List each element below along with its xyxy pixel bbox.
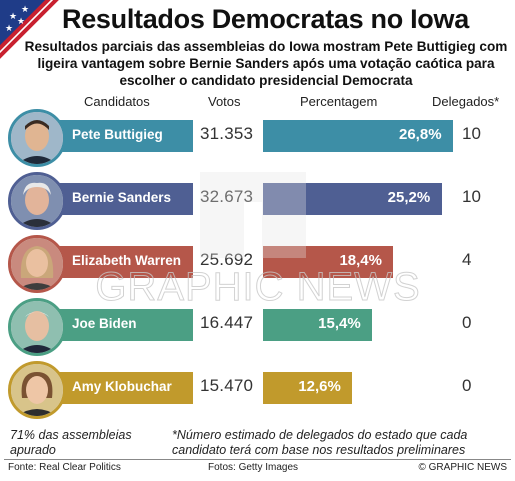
person-icon: [11, 175, 63, 227]
column-header-delegates: Delegados*: [432, 94, 500, 109]
candidate-photo: [8, 235, 66, 293]
delegates-value: 10: [462, 124, 481, 143]
person-icon: [11, 364, 63, 416]
candidate-name: Pete Buttigieg: [72, 127, 163, 142]
footer-source: Fonte: Real Clear Politics: [8, 462, 121, 473]
flag-corner-icon: ★ ★ ★ ★: [0, 0, 60, 60]
percentage-label: 15,4%: [318, 315, 361, 332]
candidate-photo: [8, 109, 66, 167]
votes-value: 16.447: [200, 313, 254, 332]
note-delegates: *Número estimado de delegados do estado …: [172, 428, 468, 457]
candidate-photo: [8, 298, 66, 356]
footer-credit: © GRAPHIC NEWS: [418, 462, 508, 473]
delegates-value: 4: [462, 250, 472, 269]
percentage-bar: [263, 309, 373, 341]
footer-photos: Fotos: Getty Images: [208, 462, 299, 473]
votes-value: 25.692: [200, 250, 254, 269]
candidate-name: Elizabeth Warren: [72, 253, 182, 268]
chart-title: Resultados Democratas no Iowa: [62, 4, 469, 34]
votes-value: 15.470: [200, 376, 254, 395]
column-header-percentage: Percentagem: [300, 94, 378, 109]
candidate-row: Elizabeth Warren 25.692 18,4% 4: [0, 235, 515, 295]
person-icon: [11, 301, 63, 353]
percentage-label: 26,8%: [399, 126, 442, 143]
percentage-bar: [263, 120, 453, 152]
svg-text:★: ★: [21, 5, 29, 15]
percentage-label: 25,2%: [387, 189, 431, 206]
candidate-row: Joe Biden 16.447 15,4% 0: [0, 298, 515, 358]
column-header-candidates: Candidatos: [84, 94, 150, 109]
candidate-row: Pete Buttigieg 31.353 26,8% 10: [0, 109, 515, 169]
svg-text:★: ★: [5, 24, 13, 34]
person-icon: [11, 112, 63, 164]
chart-subtitle: Resultados parciais das assembleias do I…: [24, 39, 508, 88]
person-icon: [11, 238, 63, 290]
percentage-bar: [263, 246, 394, 278]
votes-value: 31.353: [200, 124, 254, 143]
percentage-label: 12,6%: [298, 378, 341, 395]
votes-value: 32.673: [200, 187, 254, 206]
candidate-name: Amy Klobuchar: [72, 379, 172, 394]
column-header-votes: Votos: [208, 94, 241, 109]
candidate-name: Bernie Sanders: [72, 190, 172, 205]
percentage-bar: [263, 372, 353, 404]
note-counted: 71% das assembleias apurado: [10, 428, 132, 457]
svg-text:★: ★: [17, 17, 25, 27]
candidate-photo: [8, 361, 66, 419]
delegates-value: 10: [462, 187, 481, 206]
svg-text:★: ★: [9, 12, 17, 22]
percentage-bar: [263, 183, 442, 215]
delegates-value: 0: [462, 376, 472, 395]
candidate-row: Amy Klobuchar 15.470 12,6% 0: [0, 361, 515, 421]
percentage-label: 18,4%: [339, 252, 382, 269]
footer-divider: [4, 459, 511, 460]
candidate-name: Joe Biden: [72, 316, 137, 331]
candidate-row: Bernie Sanders 32.673 25,2% 10: [0, 172, 515, 232]
candidate-photo: [8, 172, 66, 230]
delegates-value: 0: [462, 313, 472, 332]
